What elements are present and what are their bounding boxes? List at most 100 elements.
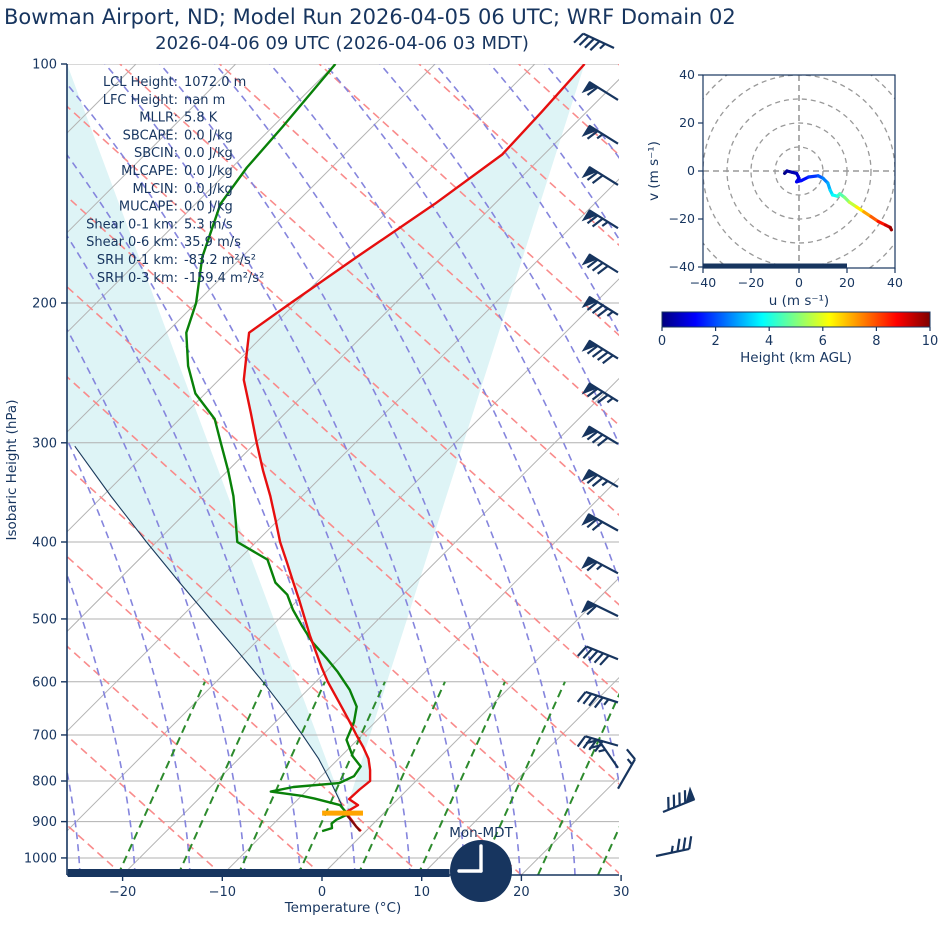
wind-barb-pennant xyxy=(581,166,598,179)
wind-barb-feather xyxy=(593,652,604,664)
mixing-ratio-gridline xyxy=(357,681,446,875)
wind-barb-feather xyxy=(683,790,687,804)
wind-barb-feather xyxy=(596,265,609,275)
stat-value: -83.2 m²/s² xyxy=(184,253,256,268)
isotherm-gridline xyxy=(920,64,940,875)
hodograph-y-tick-label: −40 xyxy=(669,259,695,274)
valid-time-clock xyxy=(450,840,512,902)
wind-barb xyxy=(617,748,636,790)
dry-adiabat-gridline xyxy=(67,555,423,875)
mixing-ratio-gridline xyxy=(117,681,206,875)
mixing-ratio-gridline xyxy=(417,681,506,875)
wind-barb-feather xyxy=(586,518,598,529)
wind-barb-feather xyxy=(582,648,593,659)
wind-barb-pennant xyxy=(581,253,598,266)
wind-barb xyxy=(581,165,619,186)
wind-barb-pennant xyxy=(581,124,598,137)
dry-adiabat-gridline xyxy=(818,64,940,875)
skewt-axes: 100 200 300 400 500 600 700 800 900 1000 −20 −10 0 10… xyxy=(24,58,629,901)
isotherm-gridline xyxy=(221,477,619,875)
mixing-ratio-gridline xyxy=(658,682,745,875)
temperature-tick-label: 30 xyxy=(613,885,630,900)
moist-adiabat-gridline xyxy=(67,153,356,875)
stat-value: 0.0 J/kg xyxy=(184,128,233,143)
hodograph-trace-segment xyxy=(806,174,820,179)
temperature-tick-label: 10 xyxy=(413,885,430,900)
moist-adiabat-gridline xyxy=(214,64,576,875)
dry-adiabat-gridline xyxy=(67,105,619,606)
valid-time-subtitle: 2026-04-06 09 UTC (2026-04-06 03 MDT) xyxy=(155,33,529,54)
stat-value: 35.9 m/s xyxy=(184,235,241,250)
wind-barb-feather xyxy=(591,348,604,358)
wind-barb-half-feather xyxy=(606,310,614,317)
hodograph-x-tick-label: 0 xyxy=(795,275,803,290)
colorbar-tick-label: 0 xyxy=(658,334,666,349)
stat-label: SRH 0-3 km: xyxy=(97,271,178,286)
hodograph-y-tick-label: 20 xyxy=(679,115,695,130)
dry-adiabat-gridline xyxy=(617,64,619,66)
parcel-profile-line xyxy=(74,445,346,814)
wind-barb-feather xyxy=(591,217,604,228)
stat-label: MLCIN: xyxy=(133,182,178,197)
moist-adiabat-gridline xyxy=(159,64,521,875)
isotherm-gridline xyxy=(67,278,619,832)
page-title: Bowman Airport, ND; Model Run 2026-04-05… xyxy=(4,5,736,29)
colorbar-tick-label: 8 xyxy=(872,334,880,349)
hodograph-x-tick-label: 40 xyxy=(887,275,903,290)
stat-label: SBCAPE: xyxy=(123,128,178,143)
stat-value: 1072.0 m xyxy=(184,75,246,90)
moist-adiabat-gridline xyxy=(67,437,191,875)
dry-adiabat-gridline xyxy=(67,465,522,875)
temperature-curve xyxy=(242,64,586,832)
wind-barb-pennant xyxy=(581,339,598,352)
wind-barb-feather xyxy=(678,792,681,806)
wind-barb-half-feather xyxy=(598,748,606,753)
wind-barb-feather xyxy=(584,37,595,49)
wind-barb xyxy=(573,32,615,51)
wind-barb-pennant xyxy=(581,81,598,94)
pressure-axis-label: Isobaric Height (hPa) xyxy=(4,400,20,541)
wind-barb-feather xyxy=(596,436,609,447)
stat-label: MLCAPE: xyxy=(121,164,178,179)
wind-barb-feather xyxy=(667,796,670,810)
colorbar-gradient xyxy=(661,311,931,328)
stat-value: 0.0 J/kg xyxy=(184,200,233,215)
hodograph-plot-area: −40−40 −20 −20 0 0 20 20 40 40 xyxy=(669,67,903,290)
wind-barb-feather xyxy=(586,301,599,311)
pressure-tick-label: 300 xyxy=(32,436,57,451)
wind-barb xyxy=(581,425,619,447)
wind-barb-feather xyxy=(682,837,687,851)
dry-adiabat-gridline xyxy=(67,734,223,875)
wind-barb xyxy=(581,295,619,318)
isotherm-gridline xyxy=(67,64,436,433)
isotherm-gridline xyxy=(122,377,619,875)
wind-barb-feather xyxy=(586,561,598,572)
wind-barb-pennant xyxy=(581,382,598,395)
stat-value: nan m xyxy=(184,93,225,108)
wind-barb-half-feather xyxy=(670,845,674,853)
wind-barb-feather xyxy=(626,748,636,760)
wind-barb-feather xyxy=(602,354,614,365)
wind-barb-pennant xyxy=(581,513,598,526)
stat-label: MLLR: xyxy=(139,111,178,126)
wind-barb-pennant xyxy=(581,469,598,482)
isotherm-gridline xyxy=(67,178,619,732)
wind-barb xyxy=(662,786,696,814)
temperature-tick-label: −20 xyxy=(109,885,136,900)
dry-adiabat-gridline xyxy=(67,375,619,875)
wind-barb-half-feather xyxy=(626,758,633,766)
moist-adiabat-gridline xyxy=(269,64,619,788)
colorbar-tick-label: 6 xyxy=(819,334,827,349)
temperature-tick-label: 20 xyxy=(513,885,530,900)
wind-barb-feather xyxy=(599,654,610,666)
moist-adiabat-gridline xyxy=(67,82,411,875)
wind-barb xyxy=(581,556,619,575)
skewt-plot-area xyxy=(67,64,940,875)
colorbar-tick-label: 4 xyxy=(765,334,773,349)
dry-adiabat-gridline xyxy=(518,64,619,156)
mixing-ratio-gridline xyxy=(237,681,326,875)
wind-barb xyxy=(581,253,619,275)
wind-barb-pennant xyxy=(581,600,597,614)
wind-barb-feather xyxy=(578,35,590,46)
hodograph-x-tick-label: 20 xyxy=(839,275,855,290)
